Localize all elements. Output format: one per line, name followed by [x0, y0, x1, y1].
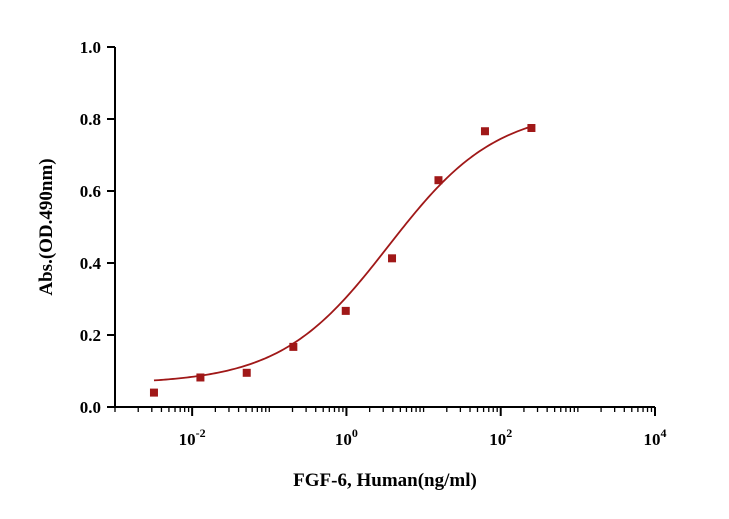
y-ticks: 0.0 0.2 0.4 0.6 0.8 1.0 [80, 38, 115, 417]
x-tick-label-exponent: 0 [352, 426, 358, 440]
x-tick-label-base: 10 [489, 430, 506, 449]
data-point [341, 306, 350, 315]
x-tick-label: 102 [489, 426, 512, 449]
x-tick-label-base: 10 [335, 430, 352, 449]
x-tick-label-exponent: 4 [661, 426, 667, 440]
x-tick-label-exponent: -2 [196, 426, 206, 440]
data-point [149, 388, 158, 397]
y-tick-label: 0.8 [80, 110, 101, 129]
x-tick-label-base: 10 [644, 430, 661, 449]
data-point [434, 176, 443, 185]
data-point [527, 124, 536, 132]
data-point [242, 368, 251, 377]
data-points [149, 124, 536, 397]
y-tick-label: 0.2 [80, 326, 101, 345]
x-tick-label: 10-2 [179, 426, 206, 449]
y-axis-title: Abs.(OD.490nm) [36, 158, 57, 295]
x-tick-label: 100 [335, 426, 358, 449]
fit-curve [153, 125, 532, 382]
x-tick-label-base: 10 [179, 430, 196, 449]
x-tick-label-exponent: 2 [506, 426, 512, 440]
fit-curve-group [153, 125, 532, 382]
y-tick-label: 0.0 [80, 398, 101, 417]
y-tick-label: 0.4 [80, 254, 102, 273]
data-point [289, 342, 298, 351]
data-point [480, 127, 489, 136]
data-point [196, 373, 205, 382]
y-tick-label: 0.6 [80, 182, 101, 201]
axes [114, 47, 655, 408]
y-tick-label: 1.0 [80, 38, 101, 57]
data-point [388, 254, 397, 263]
x-tick-label: 104 [644, 426, 667, 449]
x-ticks: 10-2 100 102 104 [114, 407, 667, 449]
x-axis-title: FGF-6, Human(ng/ml) [293, 470, 477, 491]
